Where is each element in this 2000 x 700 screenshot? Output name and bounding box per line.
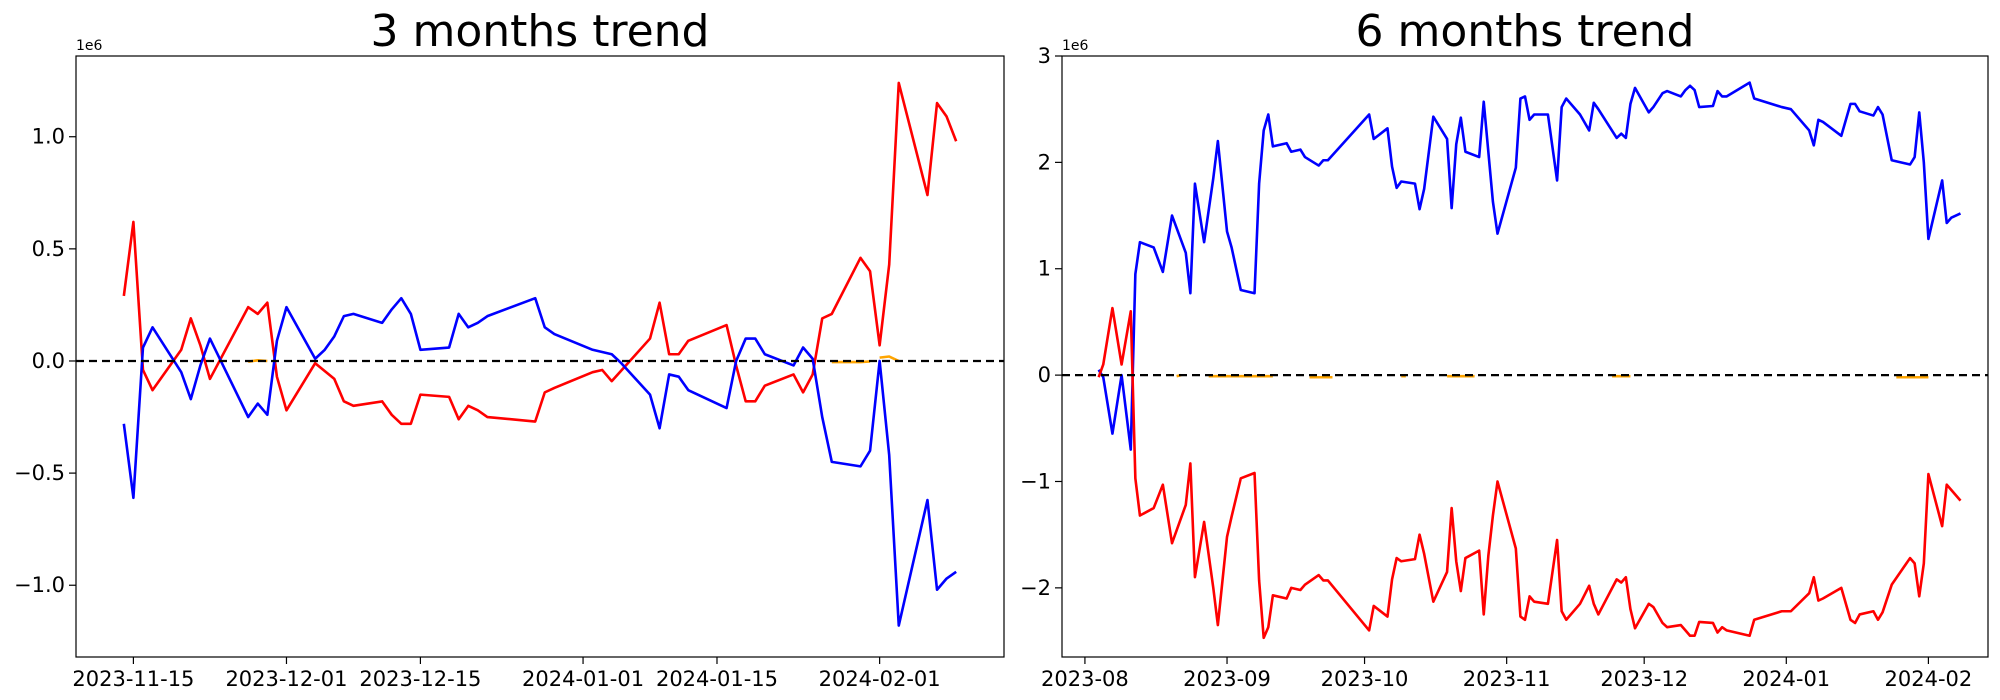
x-tick-label: 2023-11-15 <box>72 667 194 691</box>
y-tick-label: −2 <box>1020 576 1051 600</box>
series-line-3 <box>879 355 900 363</box>
series-line-1 <box>122 81 958 426</box>
y-offset-label: 1e6 <box>76 38 103 54</box>
x-tick-label: 2023-08 <box>1041 667 1129 691</box>
chart-title: 3 months trend <box>371 6 710 57</box>
series-line-1 <box>1097 81 1962 451</box>
y-tick-label: 0 <box>1038 363 1051 387</box>
x-tick-label: 2023-12-15 <box>359 667 481 691</box>
plot-area <box>1097 81 1962 640</box>
y-tick-label: 0.5 <box>32 237 65 261</box>
y-tick-label: −1 <box>1020 469 1051 493</box>
plot-frame <box>1061 55 1989 658</box>
y-tick-label: 1.0 <box>32 125 65 149</box>
x-tick-label: 2023-09 <box>1183 667 1271 691</box>
series-line-3 <box>831 360 871 364</box>
chart-title: 6 months trend <box>1356 6 1695 57</box>
chart-panel-1: 3 months trend 1e6 −1.0 −0.5 0.0 0.5 1.0 2023-1… <box>14 6 1005 691</box>
y-tick-label: 3 <box>1038 44 1051 68</box>
x-tick-label: 2023-12-01 <box>225 667 347 691</box>
x-tick-label: 2023-12 <box>1600 667 1688 691</box>
y-tick-label: −0.5 <box>14 461 65 485</box>
y-tick-label: 1 <box>1038 257 1051 281</box>
y-offset-label: 1e6 <box>1062 38 1089 54</box>
x-tick-label: 2023-11 <box>1463 667 1551 691</box>
plot-area <box>122 81 958 627</box>
x-tick-label: 2024-02-01 <box>819 667 941 691</box>
x-tick-label: 2024-01-15 <box>656 667 778 691</box>
series-line-2 <box>1097 306 1962 640</box>
x-tick-label: 2024-01-01 <box>522 667 644 691</box>
y-tick-label: −1.0 <box>14 573 65 597</box>
x-tick-label: 2024-01 <box>1742 667 1830 691</box>
plot-frame <box>75 55 1005 658</box>
x-tick-label: 2023-10 <box>1321 667 1409 691</box>
series-line-2 <box>122 296 957 627</box>
chart-panel-2: 6 months trend 1e6 −2 −1 0 1 2 3 2023-08 2023-09 2… <box>1020 6 1989 691</box>
y-tick-label: 2 <box>1038 150 1051 174</box>
x-tick-label: 2024-02 <box>1885 667 1973 691</box>
y-tick-label: 0.0 <box>32 349 65 373</box>
